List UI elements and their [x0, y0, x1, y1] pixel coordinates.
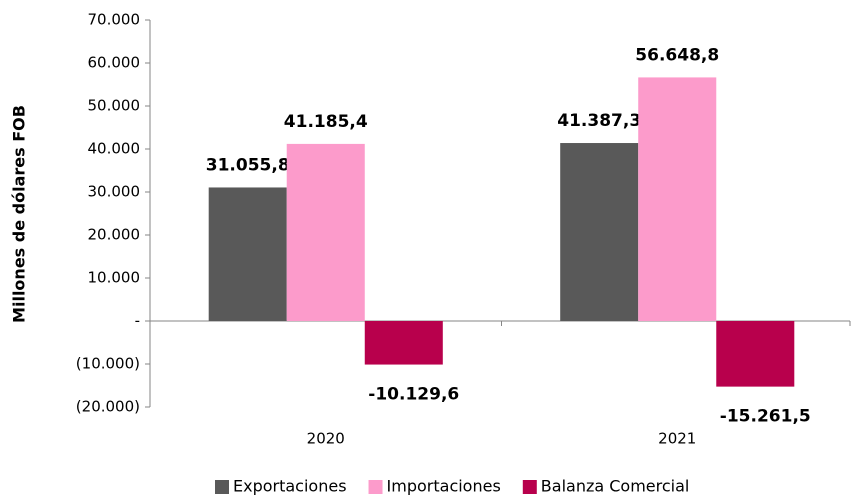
bar	[638, 77, 717, 321]
legend-swatch	[215, 480, 229, 494]
legend-label: Balanza Comercial	[541, 477, 690, 496]
y-tick-label: -	[135, 312, 140, 330]
data-label: -10.129,6	[368, 385, 459, 405]
legend-swatch	[368, 480, 383, 494]
y-tick-label: (20.000)	[76, 398, 140, 416]
bar	[716, 321, 795, 387]
data-label: 31.055,8	[206, 155, 290, 175]
legend-swatch	[522, 480, 537, 494]
data-label: 56.648,8	[635, 45, 719, 65]
legend-label: Importaciones	[387, 477, 501, 496]
bar	[560, 143, 639, 321]
bar	[364, 321, 443, 365]
bar	[208, 187, 287, 321]
x-tick-label: 2021	[658, 430, 696, 448]
y-tick-label: 30.000	[88, 183, 141, 201]
y-tick-label: 10.000	[88, 269, 141, 287]
y-tick-label: 40.000	[88, 140, 141, 158]
y-tick-label: 50.000	[88, 97, 141, 115]
y-tick-label: 20.000	[88, 226, 141, 244]
y-tick-label: 70.000	[88, 11, 141, 29]
y-tick-label: (10.000)	[76, 355, 140, 373]
y-tick-label: 60.000	[88, 54, 141, 72]
x-tick-label: 2020	[307, 430, 345, 448]
bar	[286, 143, 365, 321]
data-label: -15.261,5	[720, 407, 811, 427]
legend-label: Exportaciones	[233, 477, 347, 496]
data-label: 41.185,4	[284, 112, 368, 132]
data-label: 41.387,3	[557, 111, 641, 131]
y-axis-label: Millones de dólares FOB	[10, 105, 29, 323]
